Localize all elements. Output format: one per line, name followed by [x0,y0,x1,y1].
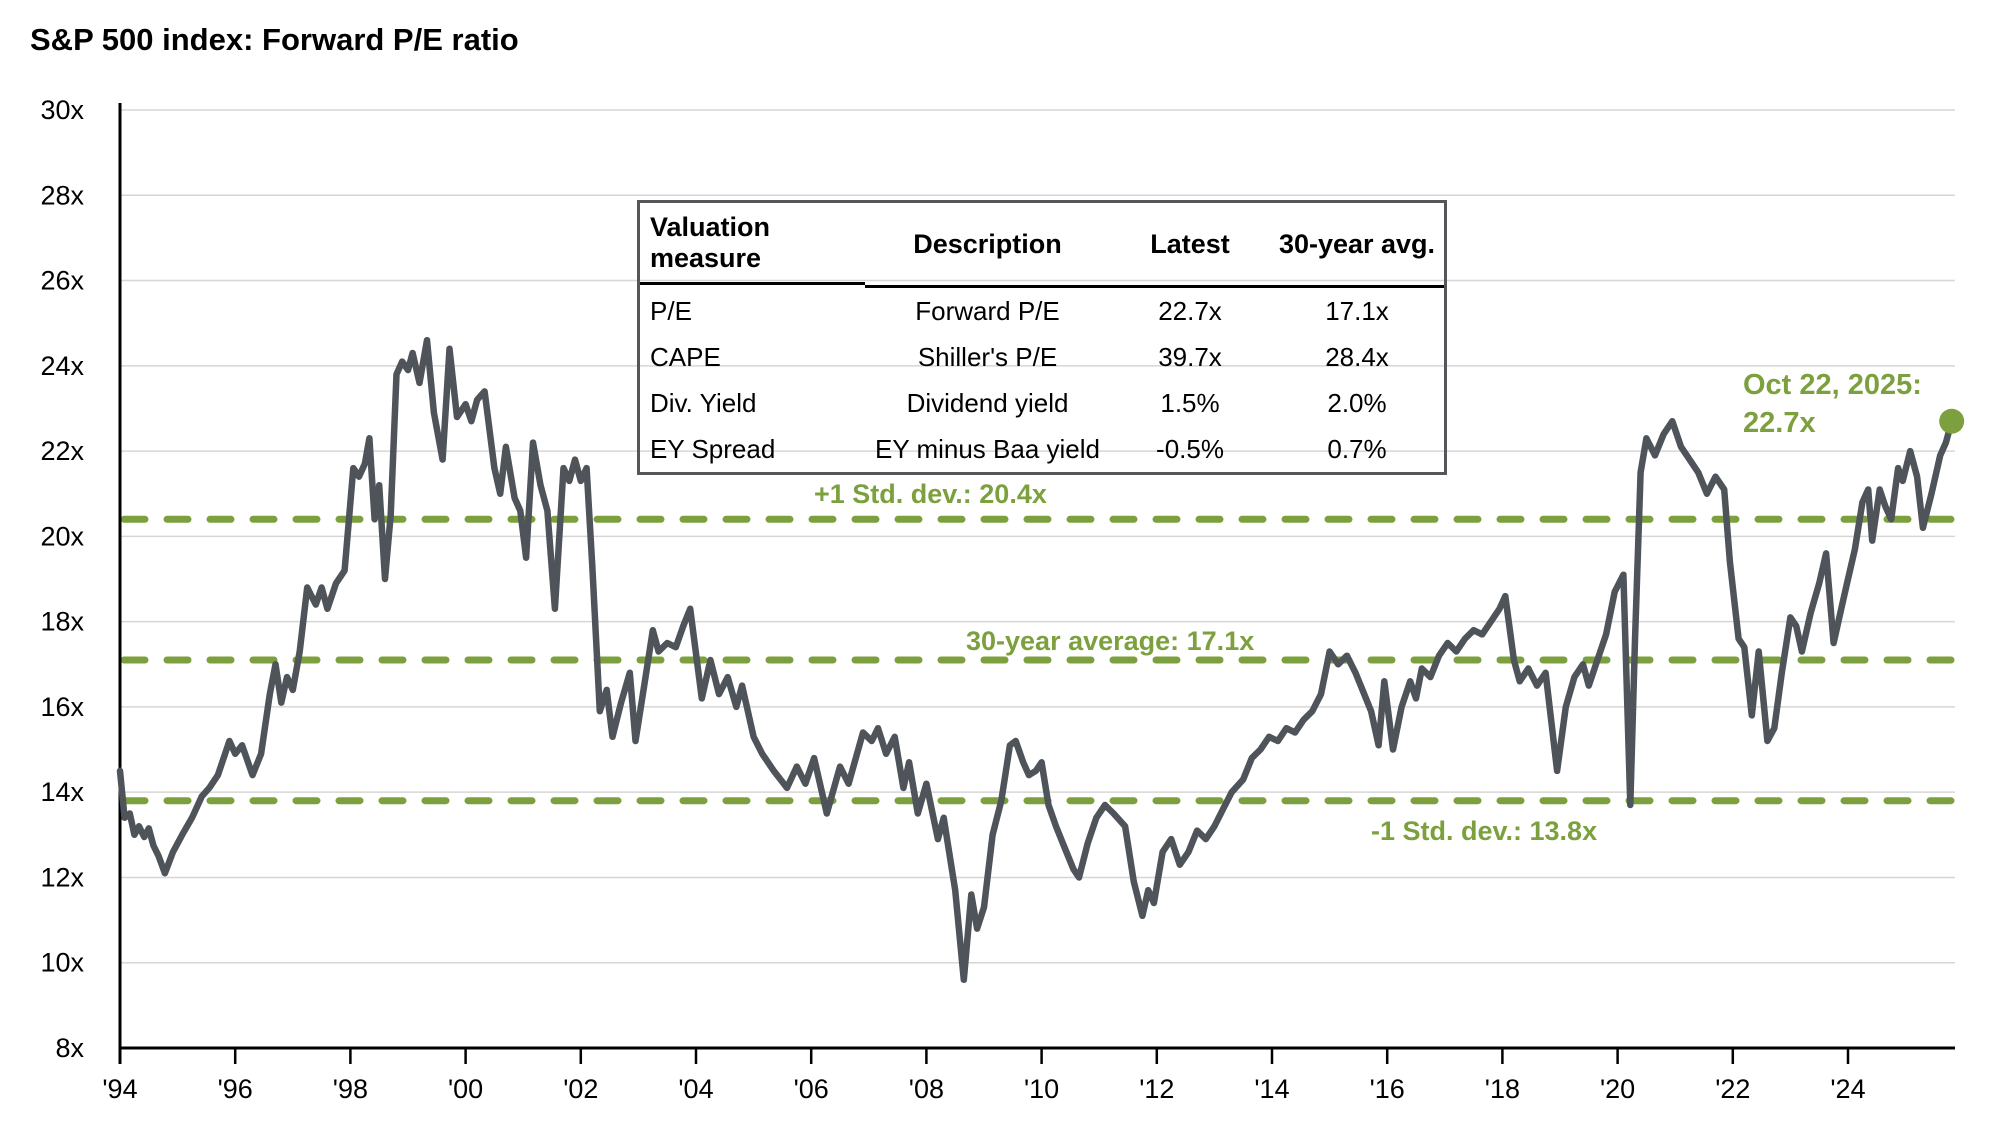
table-cell: -0.5% [1156,433,1224,464]
minus1-stddev-label: -1 Std. dev.: 13.8x [1371,816,1598,846]
x-tick-label: '04 [678,1074,713,1104]
x-tick-label: '18 [1485,1074,1520,1104]
valuation-table: Valuation measure Description Latest 30-yea… [637,200,1447,475]
y-tick-label: 16x [40,692,84,722]
forward-pe-line [116,336,1955,984]
x-tick-label: '10 [1024,1074,1059,1104]
x-tick-label: '22 [1715,1074,1750,1104]
x-tick-label: '08 [909,1074,944,1104]
latest-point-date: Oct 22, 2025: [1743,369,1922,401]
y-tick-label: 26x [40,266,84,296]
plus1-stddev-label: +1 Std. dev.: 20.4x [814,479,1047,509]
table-header-cell: Latest [1110,203,1270,288]
x-tick-label: '96 [218,1074,253,1104]
table-row-label: CAPE [650,341,721,372]
x-tick-label: '16 [1370,1074,1405,1104]
table-cell: EY minus Baa yield [875,433,1100,464]
y-tick-label: 28x [40,180,84,210]
table-cell: 0.7% [1327,433,1387,464]
y-tick-label: 14x [40,777,84,807]
y-tick-label: 22x [40,436,84,466]
average-label: 30-year average: 17.1x [966,626,1255,656]
table-header-cell: Valuation measure [640,203,865,285]
table-header-cell: 30-year avg. [1270,203,1444,288]
x-tick-label: '00 [448,1074,483,1104]
x-tick-label: '98 [333,1074,368,1104]
x-tick-label: '94 [102,1074,137,1104]
table-cell: 2.0% [1327,387,1387,418]
table-cell: 17.1x [1325,295,1389,326]
latest-point-value: 22.7x [1743,407,1816,439]
y-tick-label: 18x [40,607,84,637]
y-tick-label: 24x [40,351,84,381]
x-tick-label: '12 [1139,1074,1174,1104]
table-cell: 39.7x [1158,341,1222,372]
latest-point-annotation: Oct 22, 2025: 22.7x [1743,366,1922,442]
table-row-label: P/E [650,295,692,326]
table-header-cell: Description [865,203,1110,288]
y-tick-label: 20x [40,521,84,551]
y-tick-label: 12x [40,862,84,892]
x-tick-label: '20 [1600,1074,1635,1104]
y-tick-label: 8x [55,1033,84,1063]
table-cell: 1.5% [1160,387,1220,418]
table-row-label: Div. Yield [650,387,757,418]
table-row-label: EY Spread [650,433,776,464]
y-tick-label: 30x [40,95,84,125]
y-tick-label: 10x [40,948,84,978]
table-cell: 28.4x [1325,341,1389,372]
page-title: S&P 500 index: Forward P/E ratio [30,22,519,57]
table-cell: Shiller's P/E [917,341,1058,372]
table-cell: 22.7x [1158,295,1222,326]
table-cell: Dividend yield [906,387,1069,418]
x-tick-label: '02 [563,1074,598,1104]
latest-point-marker [1939,408,1965,434]
table-cell: Forward P/E [915,295,1060,326]
x-tick-label: '06 [794,1074,829,1104]
x-tick-label: '24 [1830,1074,1865,1104]
x-tick-label: '14 [1254,1074,1289,1104]
